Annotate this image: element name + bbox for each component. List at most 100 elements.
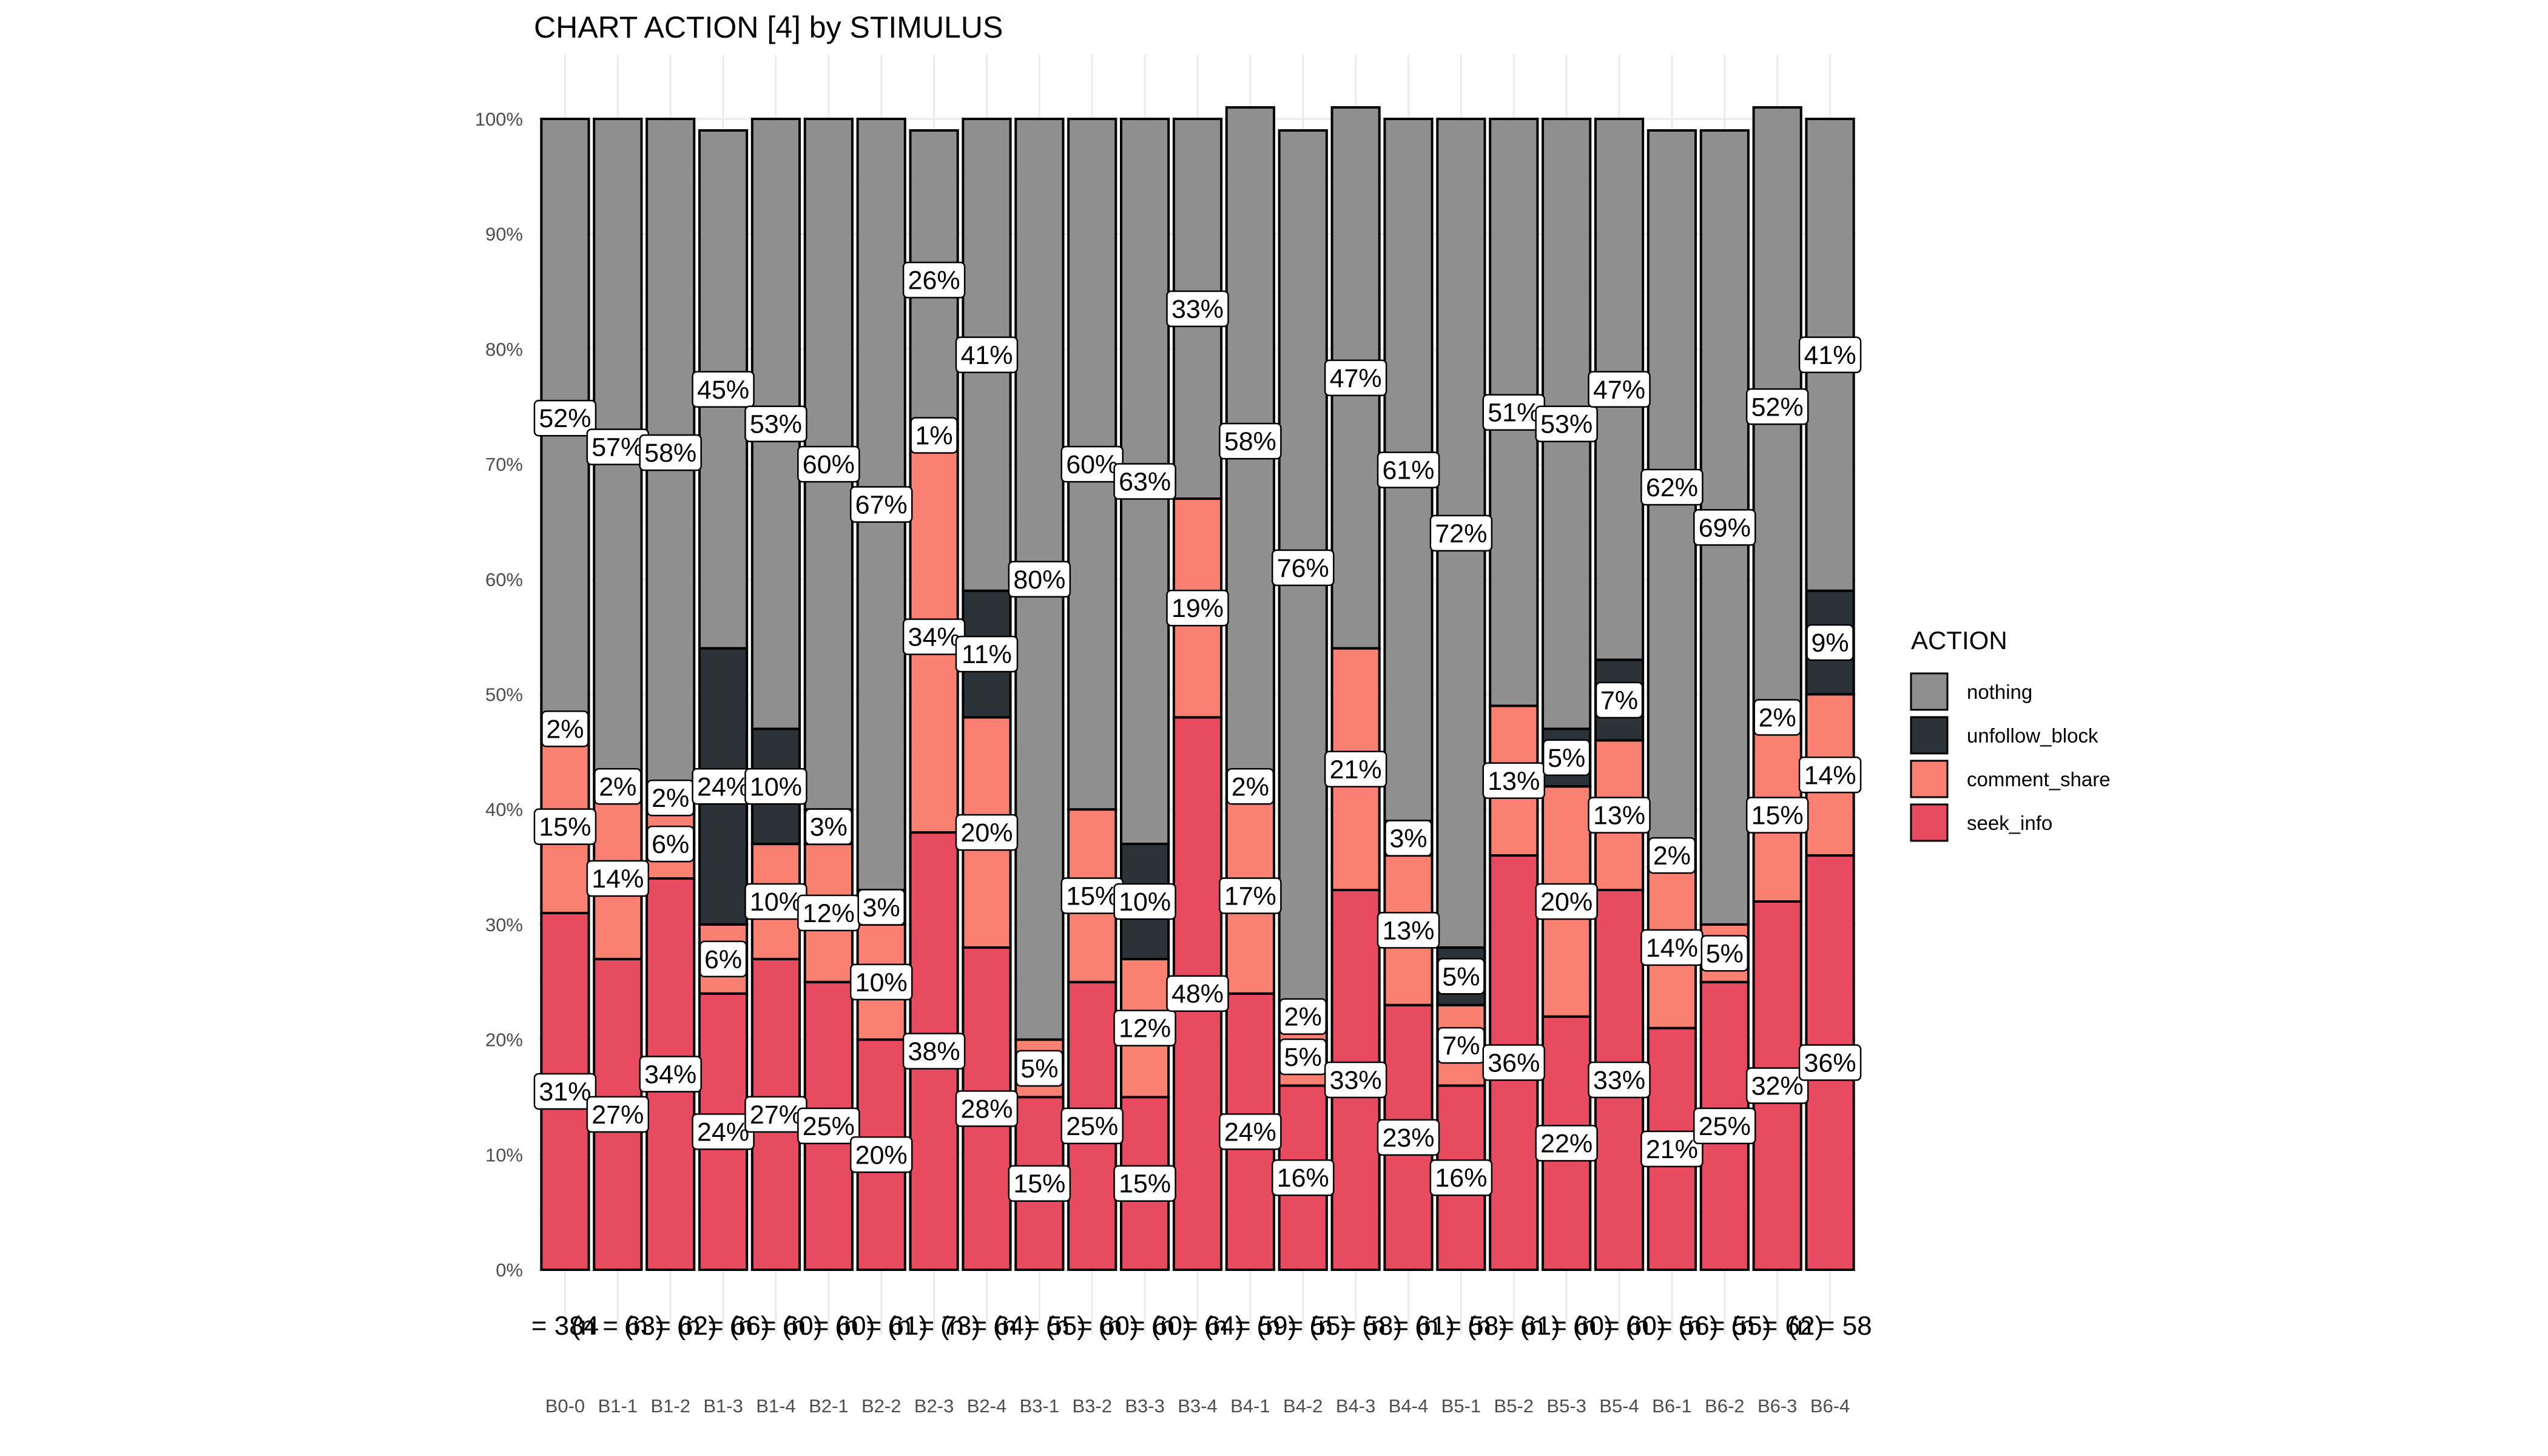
data-label-box (1008, 1165, 1071, 1202)
x-tick-label: B6-2 (1705, 1395, 1744, 1417)
data-label-box (1113, 1165, 1176, 1202)
chart-title: CHART ACTION [4] by STIMULUS (534, 10, 1003, 44)
data-label: 6% (704, 945, 742, 974)
data-label: 20% (855, 1141, 908, 1170)
data-label-box (902, 261, 966, 298)
sample-size-label: (n = 66) (677, 1311, 770, 1341)
legend-swatch-comment_share (1910, 760, 1949, 798)
data-label-box (849, 1136, 913, 1173)
data-label: 2% (1653, 841, 1691, 871)
data-label: 24% (1224, 1117, 1276, 1147)
data-label-box (744, 405, 807, 442)
data-label-box (1588, 371, 1651, 408)
data-label-box (1745, 1067, 1809, 1104)
data-label: 23% (1382, 1124, 1434, 1153)
data-label: 16% (1435, 1164, 1487, 1193)
data-label: 28% (960, 1094, 1013, 1124)
data-label-box (1798, 1044, 1862, 1081)
data-label-box (1542, 739, 1591, 777)
data-label-box (533, 808, 597, 845)
sample-size-label: (n = 61) (1362, 1311, 1455, 1341)
data-label-box (1482, 762, 1546, 800)
data-label-box (1535, 1125, 1598, 1162)
data-label-box (797, 445, 860, 483)
data-label: 27% (750, 1100, 802, 1130)
data-label: 51% (1488, 399, 1540, 428)
data-label: 10% (750, 888, 802, 917)
data-label-box (1648, 837, 1696, 874)
data-label: 25% (1699, 1112, 1751, 1141)
y-tick-label: 100% (475, 109, 523, 130)
data-label-box (1745, 388, 1809, 425)
data-label: 47% (1330, 364, 1382, 393)
data-label: 16% (1277, 1164, 1329, 1193)
data-label: 33% (1593, 1066, 1645, 1095)
data-label: 21% (1646, 1135, 1698, 1164)
data-label: 5% (1284, 1043, 1322, 1072)
data-label-box (1219, 877, 1282, 914)
data-label: 58% (644, 439, 696, 468)
data-label-box (1693, 1107, 1756, 1145)
data-label: 27% (592, 1100, 644, 1130)
sample-size-label: (n = 58) (1309, 1311, 1402, 1341)
sample-size-label: (n = 60) (1573, 1311, 1666, 1341)
data-label-box (1272, 1159, 1335, 1196)
data-label: 58% (1224, 427, 1276, 456)
data-label-box (1753, 699, 1801, 736)
data-label: 15% (1751, 801, 1804, 831)
data-label: 60% (1066, 450, 1118, 479)
axes: 0% 10% 20% 30% 40% 50% 60% 70% 80% 90% 100% = 384 B0… (475, 109, 1872, 1417)
data-label: 48% (1171, 980, 1224, 1009)
data-label: 7% (1600, 686, 1638, 715)
data-label-box (594, 768, 642, 805)
data-label: 69% (1699, 513, 1751, 542)
sample-size-label: (n = 61) (835, 1311, 928, 1341)
x-tick-label: B5-2 (1494, 1395, 1534, 1417)
data-label: 41% (1804, 341, 1856, 370)
data-label-box (849, 486, 913, 523)
data-label: 10% (1119, 888, 1171, 917)
data-label: 24% (697, 1117, 749, 1147)
data-label-box (1640, 1130, 1704, 1168)
sample-size-label: (n = 64) (1151, 1311, 1244, 1341)
data-label-box (639, 434, 702, 471)
data-label: 25% (1066, 1112, 1118, 1141)
data-label-box (699, 940, 747, 978)
data-label-box (1113, 1009, 1176, 1046)
data-label: 9% (1811, 629, 1849, 658)
x-tick-label: B6-3 (1758, 1395, 1797, 1417)
sample-size-label: (n = 64) (940, 1311, 1033, 1341)
data-label-box (1429, 514, 1493, 552)
x-tick-label: B6-1 (1652, 1395, 1691, 1417)
data-label-box (586, 1096, 650, 1133)
data-label-box (1377, 451, 1440, 488)
x-tick-label: B4-4 (1389, 1395, 1428, 1417)
legend-label-unfollow_block: unfollow_block (1967, 724, 2098, 747)
data-label-box (1113, 883, 1176, 920)
x-tick-label: B2-3 (914, 1395, 954, 1417)
data-label: 53% (750, 410, 802, 439)
legend-label-seek_info: seek_info (1967, 812, 2052, 834)
data-label: 47% (1593, 376, 1645, 405)
data-label-box (955, 336, 1019, 374)
data-label-box (646, 825, 695, 863)
data-label-box (1272, 549, 1335, 587)
data-label-box (1588, 1061, 1651, 1099)
sample-size-label: (n = 55) (993, 1311, 1086, 1341)
data-label-box (910, 417, 958, 454)
sample-size-label: (n = 58 (1788, 1311, 1872, 1341)
data-label-box (1640, 468, 1704, 506)
x-tick-label: B5-1 (1441, 1395, 1481, 1417)
data-label-box (1008, 561, 1071, 598)
data-label-box (1219, 1113, 1282, 1150)
data-label: 61% (1382, 456, 1434, 485)
legend-swatch-seek_info (1910, 803, 1949, 842)
sample-size-label: (n = 63) (571, 1311, 664, 1341)
data-label: 33% (1171, 295, 1224, 324)
x-tick-label: B3-4 (1178, 1395, 1217, 1417)
data-label: 19% (1171, 594, 1224, 623)
data-label-box (1166, 975, 1229, 1012)
sample-size-label: (n = 58) (1415, 1311, 1508, 1341)
sample-size-label: (n = 73) (888, 1311, 980, 1341)
